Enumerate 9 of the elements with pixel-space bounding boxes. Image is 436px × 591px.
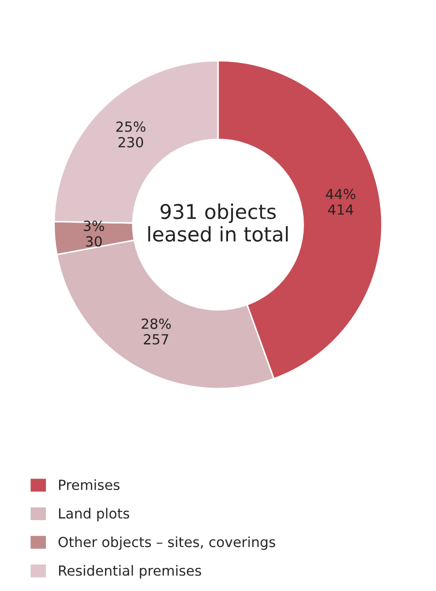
data-label: 28% 257 bbox=[142, 318, 171, 345]
data-label: 25% 230 bbox=[116, 121, 146, 148]
data-label: 3% 30 bbox=[84, 220, 104, 247]
legend-label: Premises bbox=[59, 479, 120, 490]
legend-label: Residential premises bbox=[59, 565, 202, 578]
legend-label: Other objects – sites, coverings bbox=[58, 536, 276, 550]
text: 931 objects leased in total bbox=[148, 204, 288, 242]
data-label: 44% 414 bbox=[326, 188, 356, 215]
legend-label: Land plots bbox=[59, 508, 130, 522]
